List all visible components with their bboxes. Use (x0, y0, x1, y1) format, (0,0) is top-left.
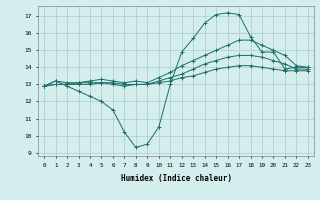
X-axis label: Humidex (Indice chaleur): Humidex (Indice chaleur) (121, 174, 231, 183)
